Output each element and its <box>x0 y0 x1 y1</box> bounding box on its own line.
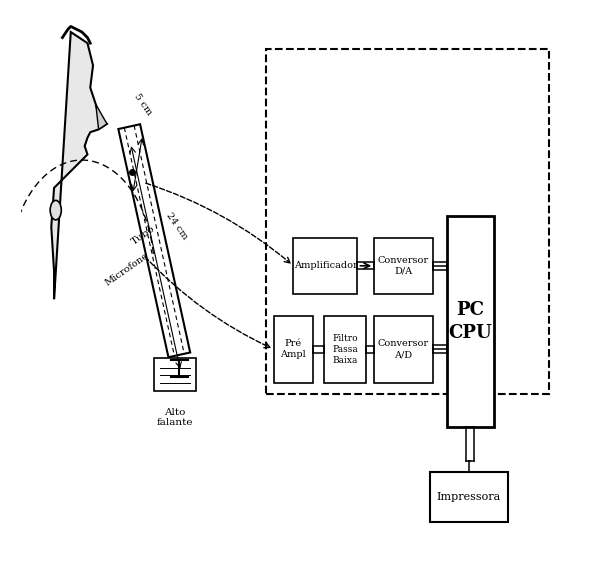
Text: Conversor
D/A: Conversor D/A <box>378 256 429 276</box>
Bar <box>447 216 494 427</box>
Bar <box>266 49 550 394</box>
Text: Microfone: Microfone <box>103 251 150 288</box>
Text: 24 cm: 24 cm <box>165 211 190 241</box>
Text: Amplificador: Amplificador <box>294 261 358 270</box>
Bar <box>430 472 508 522</box>
Ellipse shape <box>50 201 62 220</box>
Text: Conversor
A/D: Conversor A/D <box>378 339 429 359</box>
Text: Tubo: Tubo <box>130 224 157 246</box>
Text: Alto
falante: Alto falante <box>157 408 193 427</box>
Bar <box>274 316 313 383</box>
Text: PC
CPU: PC CPU <box>448 301 492 342</box>
Bar <box>154 358 196 391</box>
Polygon shape <box>118 124 190 357</box>
Text: Pré
Ampl: Pré Ampl <box>280 339 306 359</box>
Text: 5 cm: 5 cm <box>133 92 154 117</box>
Bar <box>294 238 358 294</box>
Text: Impressora: Impressora <box>437 492 501 502</box>
Bar <box>374 316 432 383</box>
Text: Filtro
Passa
Baixa: Filtro Passa Baixa <box>332 334 358 365</box>
PathPatch shape <box>96 105 107 129</box>
PathPatch shape <box>51 32 107 299</box>
Bar <box>374 238 432 294</box>
Bar <box>324 316 366 383</box>
